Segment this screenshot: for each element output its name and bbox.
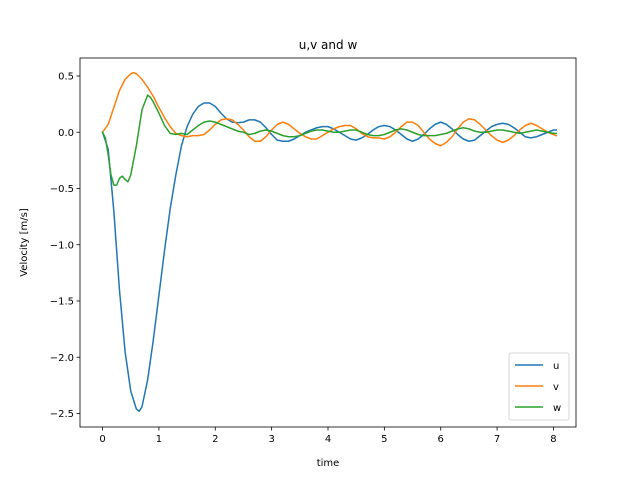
x-tick-label: 3: [268, 434, 274, 445]
y-tick-label: 0.0: [58, 128, 74, 139]
x-tick-label: 8: [550, 434, 556, 445]
legend: uvw: [508, 352, 570, 421]
x-tick-label: 1: [156, 434, 162, 445]
series-line-w: [101, 94, 558, 186]
x-tick-label: 6: [438, 434, 444, 445]
x-axis-label: time: [317, 458, 340, 469]
series-line-v: [101, 71, 558, 147]
x-tick-label: 0: [99, 434, 105, 445]
x-tick-label: 5: [381, 434, 387, 445]
x-tick-label: 7: [494, 434, 500, 445]
x-tick-label: 4: [325, 434, 331, 445]
y-tick-label: −1.0: [50, 240, 74, 251]
legend-label-u: u: [553, 361, 559, 372]
y-axis-ticks: 0.5 0.0 −0.5 −1.0 −1.5 −2.0 −2.5: [50, 72, 80, 420]
legend-label-v: v: [553, 382, 559, 393]
series-line-u: [101, 102, 558, 412]
y-tick-label: −0.5: [50, 184, 74, 195]
y-tick-label: 0.5: [58, 72, 74, 83]
y-axis-label: Velocity [m/s]: [19, 208, 30, 277]
x-tick-label: 2: [212, 434, 218, 445]
y-tick-label: −2.0: [50, 353, 74, 364]
y-tick-label: −2.5: [50, 409, 74, 420]
y-tick-label: −1.5: [50, 297, 74, 308]
x-axis-ticks: 0 1 2 3 4 5 6 7 8: [99, 427, 557, 445]
legend-label-w: w: [553, 403, 561, 414]
plot-area: [80, 58, 576, 427]
series-layer: [101, 71, 558, 412]
chart-title: u,v and w: [299, 38, 358, 52]
